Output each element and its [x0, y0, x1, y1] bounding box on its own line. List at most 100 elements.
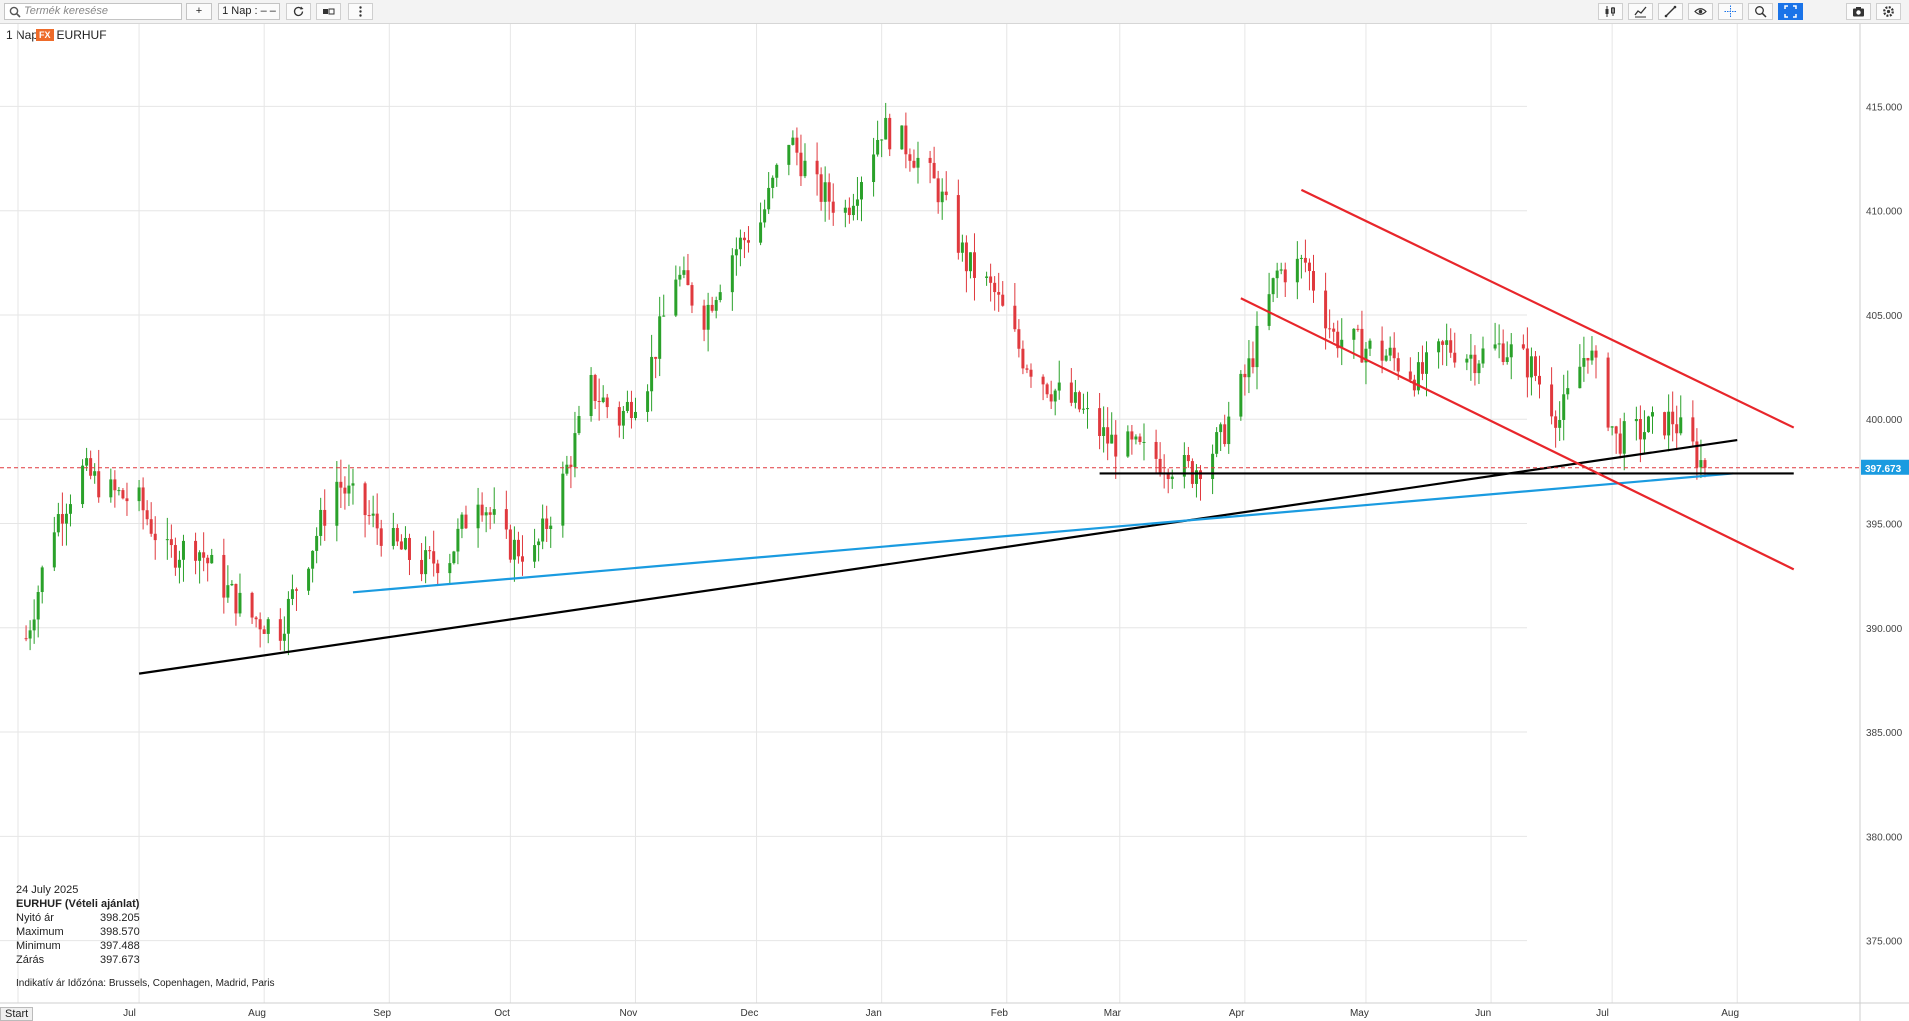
screenshot-button[interactable] [1846, 3, 1871, 20]
candle-body [686, 270, 690, 286]
visibility-button[interactable] [1688, 3, 1713, 20]
candle-body [537, 541, 541, 546]
candle-body [315, 535, 319, 551]
candle-body [573, 433, 577, 467]
settings-button[interactable] [1876, 3, 1901, 20]
candle-body [97, 471, 101, 498]
x-tick-label: May [1350, 1008, 1369, 1019]
candle-body [1691, 417, 1695, 442]
interval-dropdown[interactable]: 1 Nap : – – [218, 3, 280, 20]
candle-body [1356, 328, 1360, 330]
candle-body [1412, 379, 1416, 391]
candle-body [1606, 357, 1610, 428]
last-price-label: 397.673 [1865, 464, 1902, 475]
candle-body [742, 237, 746, 241]
candle-body [593, 374, 597, 401]
symbol-label: EURHUF [56, 28, 107, 42]
candle-body [1271, 278, 1275, 295]
refresh-button[interactable] [286, 3, 311, 20]
candle-body [238, 592, 242, 614]
candle-body [335, 481, 339, 526]
candle-body [1465, 358, 1469, 363]
candle-body [1679, 417, 1683, 434]
candle-body [738, 237, 742, 250]
candle-body [997, 292, 1001, 295]
candle-body [1041, 376, 1045, 385]
info-value: 398.205 [100, 912, 140, 924]
candle-body [367, 515, 371, 517]
candle-body [706, 304, 710, 330]
candle-body [173, 545, 177, 568]
x-tick-label: Jun [1475, 1008, 1491, 1019]
draw-line-button[interactable] [1658, 3, 1683, 20]
candle-body [702, 305, 706, 330]
candle-body [1045, 384, 1049, 395]
price-chart[interactable]: 375.000 380.000 385.000 390.000 395.000 400.0… [0, 24, 1909, 1021]
candle-body [294, 589, 298, 591]
info-label: Maximum [16, 926, 64, 938]
candle-body [662, 315, 666, 317]
candle-body [1509, 344, 1513, 358]
candle-body [827, 182, 831, 202]
candle-body [1368, 340, 1372, 349]
x-tick-label: Dec [741, 1008, 759, 1019]
candle-body [775, 164, 779, 178]
candle-body [799, 152, 803, 177]
crosshair-button[interactable] [1718, 3, 1743, 20]
candle-body [1352, 328, 1356, 340]
candle-body [847, 207, 851, 216]
search-input[interactable]: Termék keresése [4, 3, 182, 20]
compare-button[interactable] [316, 3, 341, 20]
candle-body [1311, 271, 1315, 291]
candle-body [452, 551, 456, 564]
candle-body [1255, 325, 1259, 368]
candle-body [1102, 427, 1106, 436]
x-tick-label: Oct [494, 1008, 510, 1019]
candle-body [1634, 419, 1638, 422]
candle-body [93, 471, 97, 476]
candlestick-button[interactable] [1598, 3, 1623, 20]
candle-body [900, 125, 904, 150]
candle-body [533, 545, 537, 562]
start-tab[interactable]: Start [0, 1007, 34, 1021]
candle-body [363, 483, 367, 516]
candle-body [682, 270, 686, 275]
candle-body [1663, 412, 1667, 436]
candle-body [1501, 343, 1505, 362]
info-value: 398.570 [100, 926, 140, 938]
draw-line-icon [1664, 5, 1677, 18]
candle-body [484, 512, 488, 516]
candle-body [1594, 350, 1598, 358]
y-tick-label: 385.000 [1866, 728, 1903, 739]
fullscreen-button[interactable] [1778, 3, 1803, 20]
candle-body [872, 154, 876, 183]
y-tick-label: 400.000 [1866, 415, 1903, 426]
candle-body [1586, 358, 1590, 361]
candle-body [1667, 411, 1671, 436]
candle-body [940, 191, 944, 203]
candle-body [121, 490, 125, 499]
add-button[interactable]: + [186, 3, 212, 20]
candle-body [40, 567, 44, 593]
candle-body [169, 539, 173, 546]
candle-body [254, 617, 258, 620]
zoom-button[interactable] [1748, 3, 1773, 20]
candle-body [1158, 458, 1162, 473]
indicators-button[interactable] [1628, 3, 1653, 20]
candle-body [1215, 432, 1219, 454]
candle-body [1445, 340, 1449, 345]
candle-body [262, 629, 266, 634]
candle-body [379, 528, 383, 546]
candle-body [936, 178, 940, 203]
candle-body [1053, 390, 1057, 402]
info-row-close: Zárás 397.673 [16, 953, 160, 967]
candle-body [153, 533, 157, 541]
y-tick-label: 390.000 [1866, 624, 1903, 635]
more-button[interactable] [348, 3, 373, 20]
candle-body [395, 527, 399, 542]
candle-body [1505, 357, 1509, 362]
candle-body [1558, 419, 1562, 428]
fullscreen-icon [1784, 5, 1797, 18]
candle-body [629, 401, 633, 419]
zoom-icon [1755, 6, 1767, 18]
